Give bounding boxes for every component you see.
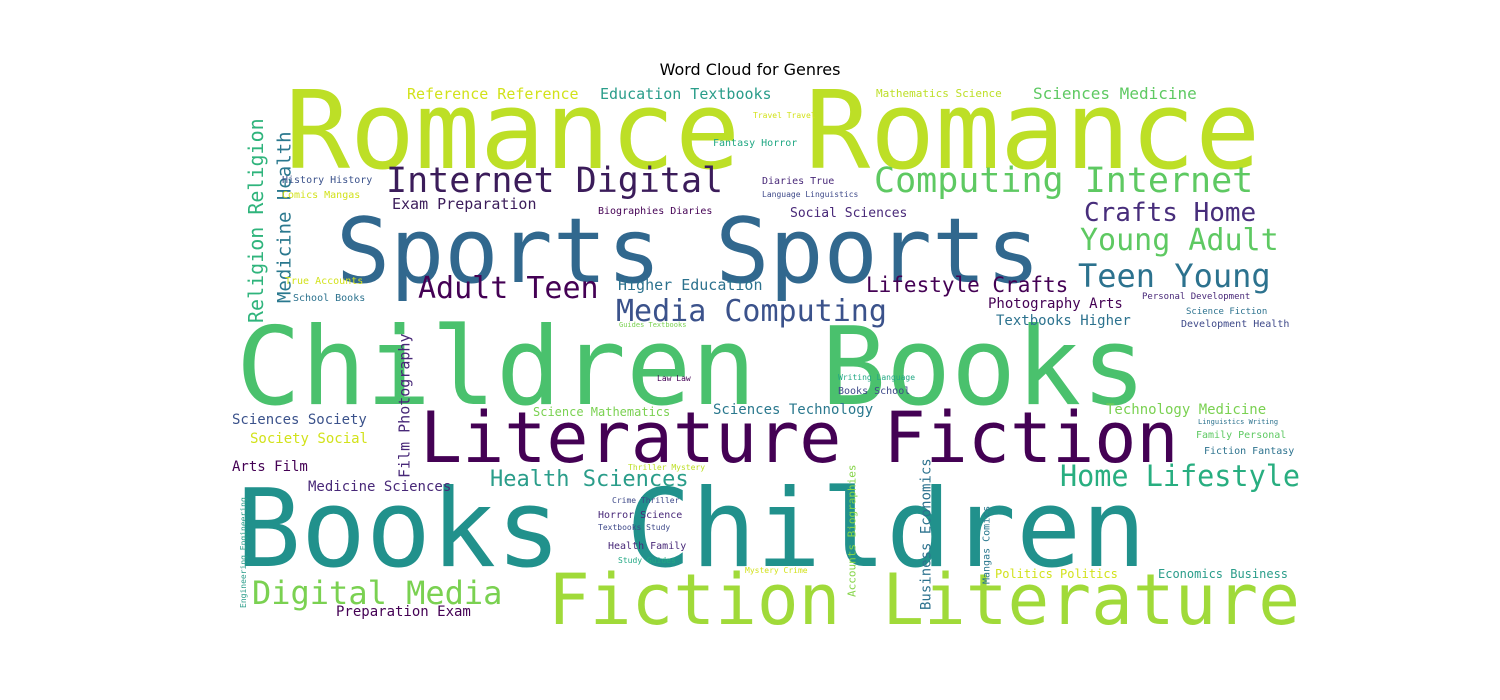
word-children-books: Children Books <box>236 305 1146 430</box>
word-books-school: Books School <box>838 386 910 397</box>
word-young-adult: Young Adult <box>1080 223 1279 258</box>
word-reference-reference: Reference Reference <box>407 85 579 103</box>
word-school-books: School Books <box>293 293 365 304</box>
word-thriller-mystery: Thriller Mystery <box>628 463 705 472</box>
word-development-health: Development Health <box>1181 319 1289 330</box>
word-sciences-technology: Sciences Technology <box>713 402 873 418</box>
word-fiction-literature: Fiction Literature <box>548 559 1300 641</box>
word-travel-travel: Travel Travel <box>753 111 816 120</box>
word-sciences-medicine: Sciences Medicine <box>1033 84 1197 103</box>
word-medicine-health: Medicine Health <box>273 131 295 303</box>
word-textbooks-higher: Textbooks Higher <box>996 313 1131 329</box>
word-medicine-sciences: Medicine Sciences <box>308 479 451 495</box>
word-religion-religion: Religion Religion <box>244 118 268 323</box>
word-mathematics-science: Mathematics Science <box>876 87 1002 100</box>
word-business-economics: Business Economics <box>919 458 935 610</box>
word-romance-romance: Romance Romance <box>285 69 1260 194</box>
word-engineering-engineering: Engineering Engineering <box>239 497 248 608</box>
word-diaries-true: Diaries True <box>762 176 834 187</box>
word-health-sciences: Health Sciences <box>490 467 689 492</box>
word-photography-arts: Photography Arts <box>988 296 1123 312</box>
word-accounts-biographies: Accounts Biographies <box>845 465 858 597</box>
word-language-linguistics: Language Linguistics <box>762 190 859 199</box>
word-politics-politics: Politics Politics <box>995 567 1118 581</box>
word-media-computing: Media Computing <box>616 294 887 329</box>
word-biographies-diaries: Biographies Diaries <box>598 206 712 217</box>
word-crime-thriller: Crime Thriller <box>612 496 680 505</box>
word-linguistics-writing: Linguistics Writing <box>1198 418 1278 426</box>
word-horror-science: Horror Science <box>598 510 682 521</box>
word-science-mathematics: Science Mathematics <box>533 405 670 419</box>
word-family-personal: Family Personal <box>1196 430 1286 441</box>
word-literature-fiction: Literature Fiction <box>420 397 1179 479</box>
word-technology-medicine: Technology Medicine <box>1106 402 1266 418</box>
word-arts-film: Arts Film <box>232 459 308 475</box>
word-study-guides: Study Guides <box>618 556 676 565</box>
word-comics-mangas: Comics Mangas <box>282 190 360 201</box>
word-writing-language: Writing Language <box>838 373 915 382</box>
word-computing-internet: Computing Internet <box>874 161 1253 201</box>
word-sports-sports: Sports Sports <box>336 199 1040 304</box>
word-mystery-crime: Mystery Crime <box>745 566 808 575</box>
word-books-children: Books Children <box>236 467 1146 592</box>
word-sciences-society: Sciences Society <box>232 412 367 428</box>
word-higher-education: Higher Education <box>618 276 762 294</box>
word-crafts-home: Crafts Home <box>1084 198 1256 228</box>
word-health-family: Health Family <box>608 541 686 552</box>
word-home-lifestyle: Home Lifestyle <box>1060 459 1300 493</box>
word-teen-young: Teen Young <box>1078 257 1271 295</box>
word-economics-business: Economics Business <box>1158 567 1288 581</box>
word-law-law: Law Law <box>657 374 691 383</box>
word-adult-teen: Adult Teen <box>418 271 599 306</box>
word-textbooks-study: Textbooks Study <box>598 523 670 532</box>
word-preparation-exam: Preparation Exam <box>336 604 471 620</box>
word-exam-preparation: Exam Preparation <box>392 195 536 213</box>
word-education-textbooks: Education Textbooks <box>600 85 772 103</box>
word-society-social: Society Social <box>250 431 368 447</box>
word-lifestyle-crafts: Lifestyle Crafts <box>866 273 1068 297</box>
chart-title: Word Cloud for Genres <box>659 60 841 79</box>
word-fantasy-horror: Fantasy Horror <box>713 138 797 149</box>
word-history-history: History History <box>282 175 372 186</box>
word-personal-development: Personal Development <box>1142 292 1250 302</box>
word-film-photography: Film Photography <box>395 334 413 478</box>
word-science-fiction: Science Fiction <box>1186 307 1267 317</box>
word-internet-digital: Internet Digital <box>386 161 723 201</box>
word-digital-media: Digital Media <box>252 574 502 612</box>
word-fiction-fantasy: Fiction Fantasy <box>1204 446 1294 457</box>
word-social-sciences: Social Sciences <box>790 206 907 221</box>
word-true-accounts: True Accounts <box>285 276 363 287</box>
word-guides-textbooks: Guides Textbooks <box>619 321 686 329</box>
word-mangas-comics: Mangas Comics <box>982 506 993 584</box>
